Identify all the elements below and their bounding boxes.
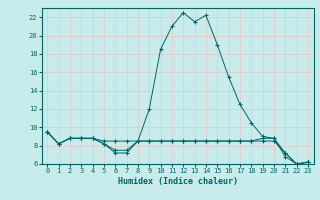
X-axis label: Humidex (Indice chaleur): Humidex (Indice chaleur)	[118, 177, 237, 186]
